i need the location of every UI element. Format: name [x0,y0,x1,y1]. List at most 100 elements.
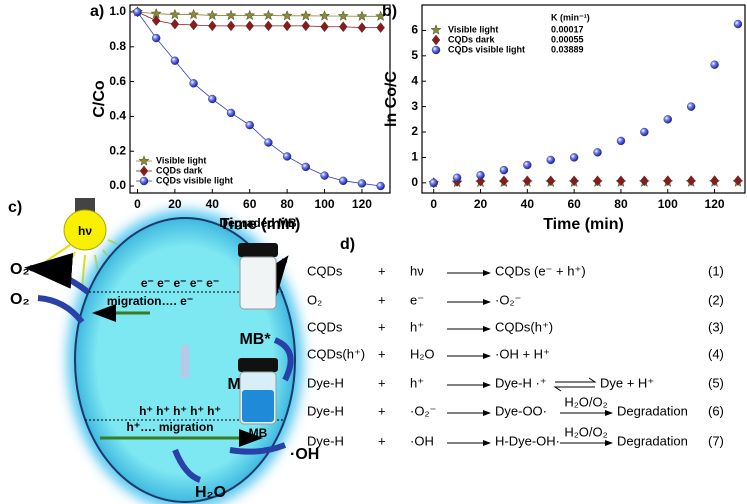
arrow [273,337,294,382]
product: CQDs (e⁻ + h⁺) [495,263,586,278]
point [733,175,743,186]
reactant: h⁺ [410,375,424,390]
point [686,102,696,111]
reactant: e⁻ [410,292,424,307]
bulb-base [75,198,95,212]
point [663,115,672,124]
bulb-label: hν [78,224,92,238]
h-migration: h⁺…. migration [127,420,214,434]
point [282,20,292,32]
y-tick-label: 0.0 [109,178,126,192]
plus: + [378,292,386,307]
legend-label: CQDs visible light [448,44,525,54]
x-tick-label: 80 [280,197,294,211]
point [225,9,237,21]
point [499,165,509,175]
y-tick-label: 3 [411,99,418,113]
vial [239,256,277,310]
legend-marker [431,34,441,46]
point [319,10,331,21]
product: Dye-OO· [495,403,547,418]
arrow [37,295,85,324]
reactant: hν [410,263,424,278]
point [170,18,180,30]
point [226,20,236,32]
diagram: c) hν e⁻ e⁻ e⁻ e⁻ e⁻ migration…. e⁻ MB* … [8,198,319,504]
point [593,175,602,187]
equation-number: (7) [708,433,724,448]
final-product: Degradation [617,433,688,448]
product: Dye-H ·⁺ [495,375,547,390]
point [208,94,217,104]
equations: d) CQDs + hν CQDs (e⁻ + h⁺) (1) O₂ + e⁻ ·O₂⁻ (2) C… [307,236,724,448]
point [226,108,236,118]
plot-frame [129,4,391,194]
point [151,15,161,26]
point [189,79,198,88]
point [710,60,719,69]
point [616,136,626,146]
point [339,176,348,186]
arrow [172,448,202,483]
point [569,153,579,162]
point [337,10,349,21]
panel-label: a) [90,3,104,20]
x-tick-label: 0 [430,197,437,211]
y-tick-label: 0 [411,175,418,189]
x-tick-label: 40 [206,197,220,211]
vial-cap [238,358,278,372]
o2-radical: O₂· [10,261,35,278]
x-tick-label: 80 [614,197,628,211]
point [569,175,579,187]
plus: + [378,433,386,448]
electrons: e⁻ e⁻ e⁻ e⁻ e⁻ [141,276,219,290]
equation-number: (2) [708,292,724,307]
point [476,171,485,180]
point [593,148,602,157]
equilibrium-arrow [553,377,597,392]
reactant: ·O₂⁻ [410,403,436,418]
point [546,175,555,187]
legend-marker [139,176,149,186]
x-tick-label: 60 [243,197,257,211]
equation-number: (3) [708,319,724,334]
point [338,21,348,33]
vial-cap [238,243,278,257]
mb-excited: MB* [239,331,271,348]
plot-frame [421,4,746,194]
legend-marker [139,165,149,177]
reactant: CQDs [307,319,343,334]
y-tick-label: 1 [411,150,418,164]
x-tick-label: 60 [567,197,581,211]
reactant: Dye-H [307,433,344,448]
point [663,175,673,186]
final-product: Dye + H⁺ [600,375,654,390]
y-tick-label: 4 [411,73,418,87]
point [686,175,696,186]
water: H₂O [195,484,226,501]
point [320,171,329,180]
x-tick-label: 0 [134,197,141,211]
point [546,155,555,165]
reactant: H₂O [410,346,435,361]
x-tick-label: 40 [521,197,535,211]
x-axis-label: Time (min) [220,216,301,233]
reactant: h⁺ [410,319,424,334]
reactant: CQDs [307,263,343,278]
point [189,19,198,31]
panel-label: b) [382,3,397,20]
point [151,33,161,43]
rate-constant: 0.00017 [551,24,584,34]
x-tick-label: 120 [705,197,725,211]
point [206,9,218,21]
legend-label: CQDs dark [448,34,496,44]
y-tick-label: 1.0 [109,4,126,18]
point [429,178,438,188]
point [245,120,254,130]
point [133,7,142,17]
vial-label: MB [249,426,268,440]
oh: ·OH [290,446,319,463]
plus: + [378,319,386,334]
product: ·OH + H⁺ [495,346,550,361]
